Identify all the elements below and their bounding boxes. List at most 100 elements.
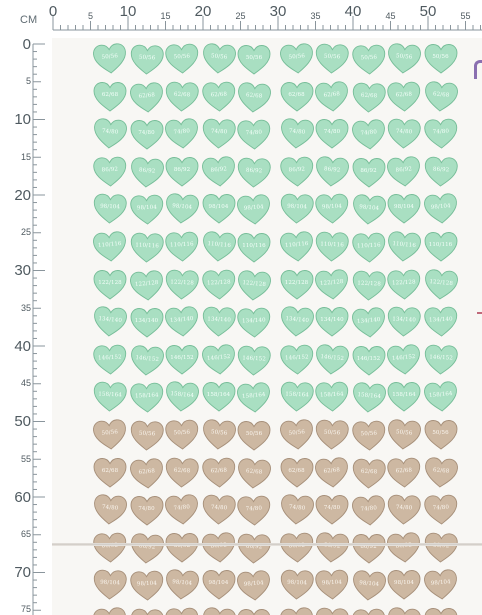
heart-shape [237, 233, 271, 263]
green-heart-sticker: 146/152 [351, 345, 387, 377]
heart-shape [165, 156, 199, 187]
heart-shape [166, 193, 199, 224]
beige-heart-sticker: 50/56 [277, 417, 316, 452]
heart-size-label: 62/68 [101, 91, 119, 98]
green-heart-sticker: 74/80 [349, 118, 388, 153]
heart-shape [388, 419, 421, 450]
heart-shape [315, 269, 348, 300]
heart-shape [165, 419, 199, 450]
green-heart-sticker: 122/128 [313, 267, 352, 302]
green-heart-sticker: 122/128 [127, 268, 166, 303]
heart-size-label: 86/92 [173, 166, 191, 173]
green-heart-sticker: 134/140 [349, 306, 388, 341]
green-heart-sticker: 98/104 [278, 193, 315, 227]
heart-shape [388, 607, 421, 615]
ruler-left-label: 35 [20, 302, 31, 313]
heart-shape [315, 81, 348, 112]
heart-shape [93, 156, 127, 187]
beige-heart-sticker: 98/104 [201, 569, 237, 601]
ruler-top-label: 55 [460, 11, 471, 21]
heart-size-label: 62/68 [210, 91, 227, 98]
heart-shape [165, 231, 199, 262]
green-heart-sticker: 134/140 [314, 306, 350, 338]
ruler-left-label: 0 [22, 35, 31, 53]
heart-shape [238, 609, 270, 615]
green-heart-sticker: 146/152 [235, 344, 272, 378]
green-heart-sticker: 62/68 [200, 80, 237, 114]
beige-heart-sticker: 110/116 [236, 608, 272, 615]
heart-shape [165, 269, 199, 300]
ruler-top-label: 0 [48, 3, 58, 20]
beige-heart-sticker: 62/68 [385, 456, 422, 490]
heart-shape [202, 570, 235, 600]
beige-heart-sticker: 86/92 [278, 531, 315, 565]
heart-size-label: 74/80 [138, 130, 155, 137]
heart-size-label: 86/92 [101, 166, 119, 174]
heart-size-label: 62/68 [360, 468, 377, 475]
green-heart-sticker: 50/56 [277, 41, 316, 76]
green-heart-sticker: 110/116 [313, 230, 350, 264]
ruler-top-label: 50 [419, 3, 437, 20]
green-heart-sticker: 62/68 [92, 81, 128, 113]
heart-shape [202, 607, 236, 615]
ruler-top-label: 45 [385, 11, 396, 21]
heart-size-label: 146/152 [242, 355, 266, 363]
heart-size-label: 158/164 [392, 392, 416, 399]
green-heart-sticker: 134/140 [200, 305, 237, 339]
heart-shape [315, 570, 349, 600]
green-heart-sticker: 74/80 [235, 118, 272, 152]
heart-shape [315, 419, 349, 450]
ruler-top-label: 40 [344, 3, 362, 20]
heart-size-label: 146/152 [428, 354, 453, 362]
beige-heart-sticker: 98/104 [235, 569, 274, 604]
heart-shape [315, 43, 349, 74]
green-heart-sticker: 74/80 [91, 117, 130, 152]
green-heart-sticker: 110/116 [236, 232, 272, 264]
beige-heart-sticker: 74/80 [235, 494, 272, 528]
heart-shape [280, 81, 313, 112]
heart-shape [424, 420, 457, 450]
beige-heart-sticker: 62/68 [350, 457, 387, 491]
green-heart-sticker: 110/116 [423, 231, 459, 263]
beige-heart-sticker: 62/68 [313, 455, 352, 490]
heart-shape [237, 421, 271, 451]
heart-size-label: 122/128 [392, 279, 416, 287]
beige-heart-sticker: 62/68 [235, 456, 274, 491]
side-mark-purple [474, 60, 482, 79]
green-heart-sticker: 122/128 [235, 268, 274, 303]
heart-shape [165, 43, 199, 74]
heart-shape [130, 608, 164, 615]
green-heart-sticker: 98/104 [349, 193, 388, 228]
beige-heart-sticker: 74/80 [385, 493, 422, 527]
heart-shape [93, 457, 127, 488]
green-heart-sticker: 86/92 [278, 155, 315, 189]
heart-shape [237, 157, 271, 188]
ruler-left-label: 55 [20, 453, 31, 464]
green-heart-sticker: 98/104 [386, 193, 422, 225]
heart-size-label: 62/68 [173, 91, 191, 98]
heart-shape [387, 269, 421, 300]
beige-heart-sticker: 50/56 [313, 418, 350, 452]
beige-heart-sticker: 74/80 [277, 493, 316, 528]
ruler-unit-label: CM [20, 14, 38, 26]
beige-heart-sticker: 74/80 [163, 493, 202, 528]
ruler-top-label: 30 [269, 3, 287, 20]
heart-shape [165, 306, 198, 337]
green-heart-sticker: 86/92 [422, 155, 459, 189]
green-heart-sticker: 50/56 [128, 43, 165, 77]
heart-size-label: 122/128 [356, 280, 381, 288]
heart-size-label: 146/152 [98, 354, 122, 362]
heart-size-label: 98/104 [394, 204, 414, 211]
beige-heart-sticker: 110/116 [350, 607, 387, 615]
heart-shape [166, 569, 199, 600]
green-heart-sticker: 146/152 [164, 344, 200, 376]
heart-shape [424, 44, 457, 74]
heart-size-label: 62/68 [173, 467, 191, 474]
ruler-left-label: 45 [20, 378, 31, 389]
green-heart-sticker: 122/128 [200, 268, 237, 302]
heart-size-label: 122/128 [206, 279, 231, 287]
heart-shape [238, 82, 271, 113]
green-heart-sticker: 110/116 [277, 229, 316, 264]
beige-heart-sticker: 86/92 [422, 531, 459, 565]
green-heart-sticker: 98/104 [421, 192, 460, 227]
